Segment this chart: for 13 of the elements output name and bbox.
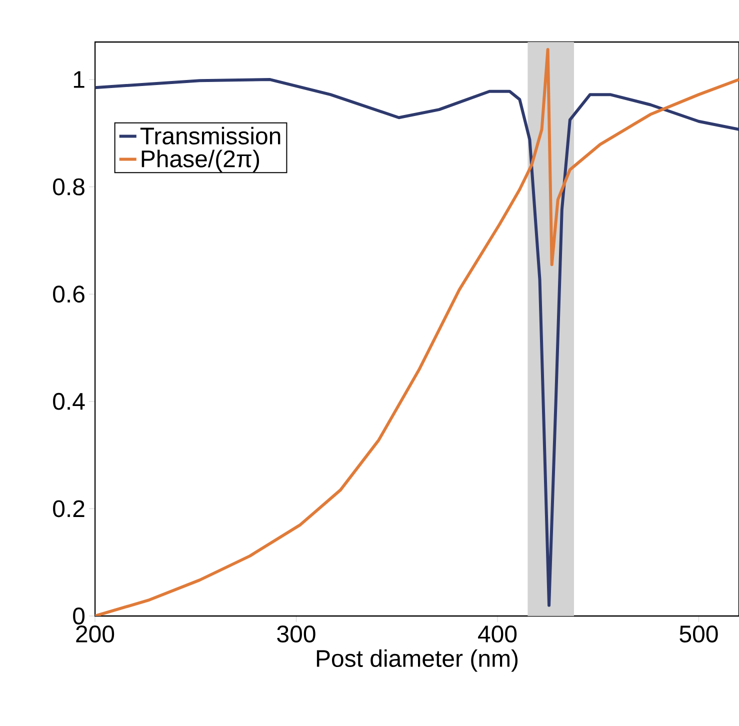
y-tick-label: 0.4 — [53, 392, 85, 410]
legend-label: Phase/(2π) — [142, 150, 260, 172]
x-tick-label: 200 — [76, 626, 114, 643]
y-tick-label: 0.6 — [53, 286, 84, 303]
y-tick-label: 0.2 — [53, 500, 84, 518]
y-tick-label: 0.8 — [53, 178, 84, 196]
y-tick-label: 0 — [73, 608, 85, 624]
y-tick-label: 1 — [74, 71, 84, 88]
legend-label: Transmission — [140, 126, 280, 144]
x-tick-label: 300 — [277, 626, 316, 643]
x-axis-title: Post diameter (nm) — [316, 649, 518, 672]
x-tick-label: 500 — [680, 626, 718, 643]
x-tick-label: 400 — [478, 626, 517, 643]
